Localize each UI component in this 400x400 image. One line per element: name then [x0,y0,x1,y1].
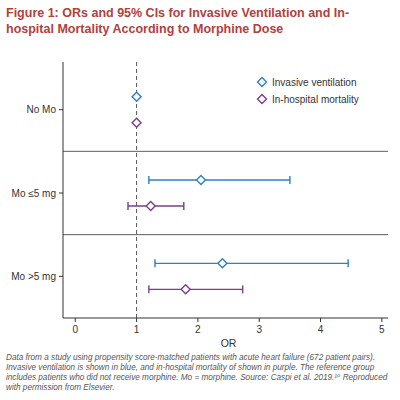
legend-marker [258,95,267,104]
y-axis [63,62,64,318]
category-label: No Mo [27,104,57,115]
group-separator [63,234,388,235]
error-bar [149,285,243,293]
x-tick [381,318,382,322]
x-tick [136,318,137,322]
error-bar-line [149,179,290,180]
error-bar [149,176,290,184]
x-tick [320,318,321,322]
legend-label: Invasive ventilation [272,77,357,88]
x-tick-label: 5 [379,324,385,335]
point-estimate [196,176,205,185]
point-estimate [146,202,155,211]
error-bar-cap [347,259,348,267]
point-estimate [181,285,190,294]
legend: Invasive ventilation In-hospital mortalit… [258,77,359,105]
error-bar-line [149,289,243,290]
x-tick [259,318,260,322]
point-estimate [132,92,141,101]
error-bar-cap [127,202,128,210]
point-estimate [218,259,227,268]
x-tick [75,318,76,322]
x-tick [197,318,198,322]
error-bar-cap [289,176,290,184]
error-bar [155,259,348,267]
y-tick [59,276,63,277]
legend-label: In-hospital mortality [272,94,359,105]
error-bar-cap [148,285,149,293]
error-bar-cap [242,285,243,293]
legend-marker [258,78,267,87]
x-tick-label: 3 [256,324,262,335]
y-tick [59,193,63,194]
y-tick [59,109,63,110]
error-bar-cap [183,202,184,210]
x-axis-label: OR [221,337,237,349]
error-bar-line [155,263,348,264]
category-label: Mo >5 mg [11,271,56,282]
x-tick-label: 2 [195,324,201,335]
x-tick-label: 1 [134,324,140,335]
x-tick-label: 4 [318,324,324,335]
title: Figure 1: ORs and 95% CIs for Invasive V… [6,5,394,37]
chart: 0 1 2 3 4 5 OR No Mo Mo ≤5 mg Mo >5 mg Invasive ve… [0,0,400,400]
point-estimate [132,118,141,127]
error-bar-cap [154,259,155,267]
x-axis [63,318,388,319]
category-label: Mo ≤5 mg [12,188,56,199]
x-tick-label: 0 [72,324,78,335]
group-separator [63,151,388,152]
error-bar-cap [148,176,149,184]
error-bar [128,202,184,210]
caption: Data from a study using propensity score… [6,353,394,393]
figure: 0 1 2 3 4 5 OR No Mo Mo ≤5 mg Mo >5 mg Invasive ve… [0,0,400,400]
